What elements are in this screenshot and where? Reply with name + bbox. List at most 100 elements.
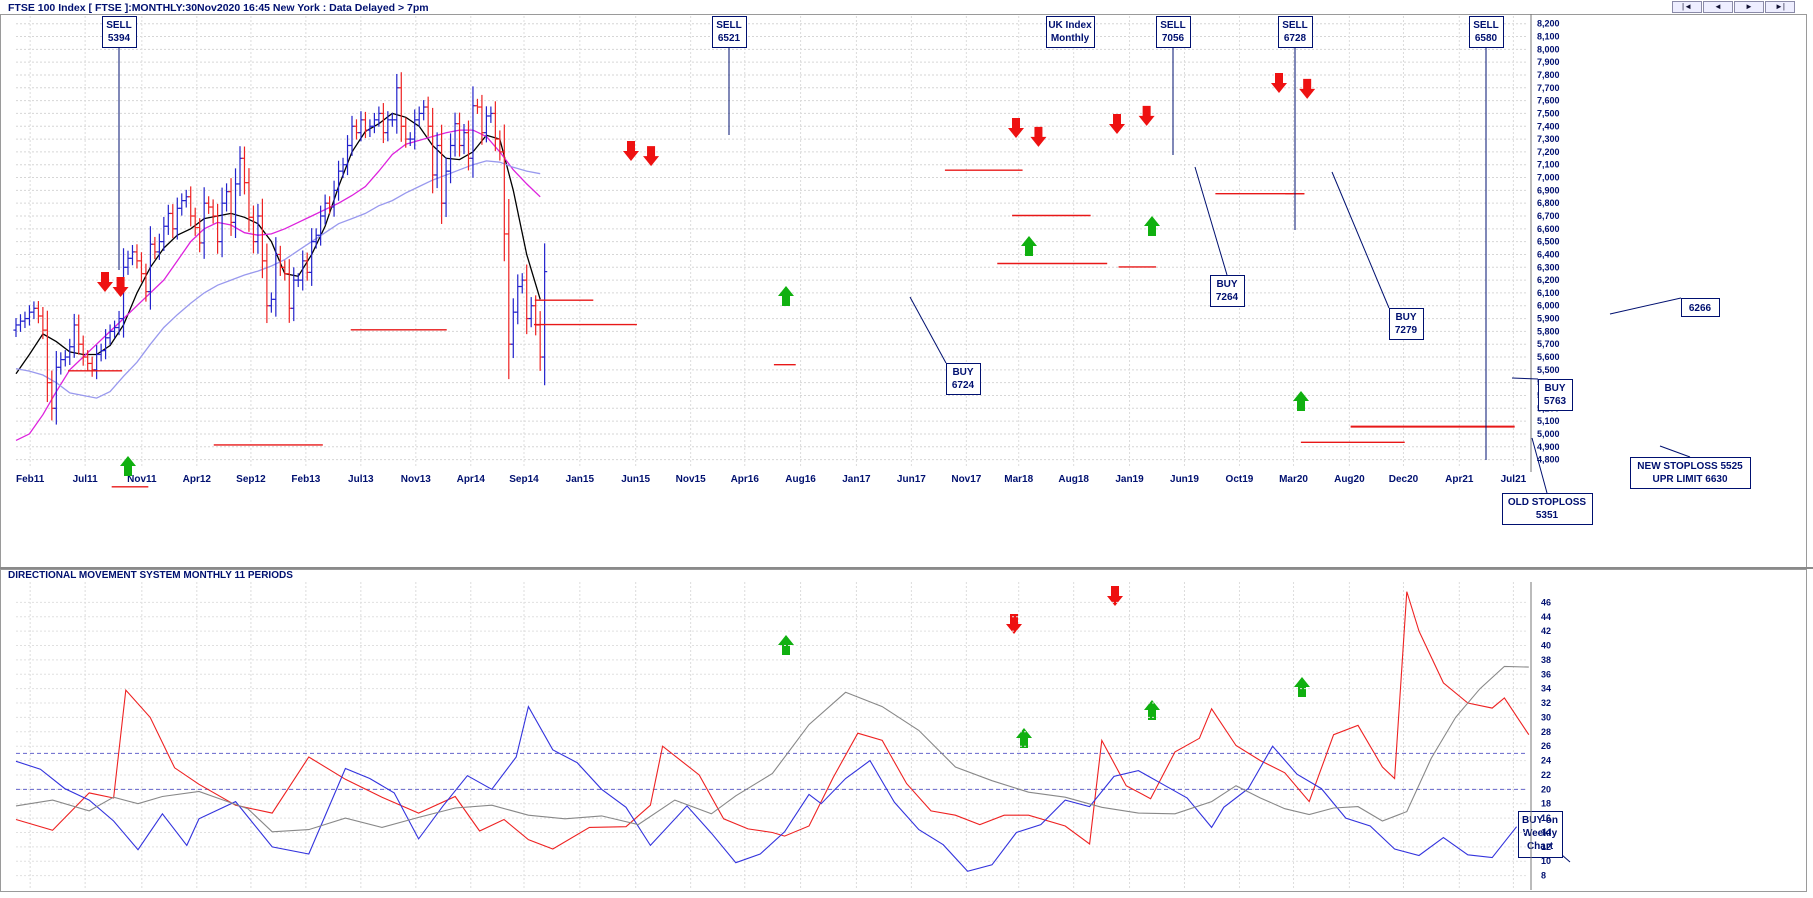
- annotation-box: [1518, 811, 1571, 863]
- nav-prev-button[interactable]: ◄: [1703, 1, 1733, 13]
- annotation-leader: [1194, 166, 1228, 276]
- dms-y-tick-label: 44: [1541, 612, 1551, 622]
- price-x-tick-label: Mar20: [1279, 474, 1308, 485]
- annotation-frame: [1046, 16, 1095, 48]
- nav-first-button[interactable]: |◄: [1672, 1, 1702, 13]
- dms-y-tick-label: 24: [1541, 756, 1551, 766]
- annotation-text: SELL: [1160, 20, 1186, 31]
- dms-y-tick-label: 8: [1541, 871, 1546, 881]
- price-y-tick-label: 5,600: [1537, 352, 1560, 362]
- annotation-box: [1194, 166, 1245, 307]
- plus-di-line: [15, 591, 1530, 850]
- buy-arrow: [778, 635, 794, 655]
- annotation-text: Monthly: [1051, 33, 1090, 44]
- annotation-text: 6266: [1689, 303, 1712, 314]
- annotation-frame: [1210, 275, 1245, 307]
- price-gridlines: [16, 23, 1528, 461]
- annotation-frame: [946, 363, 981, 395]
- price-bar: [542, 243, 548, 386]
- dms-y-tick-label: 12: [1541, 842, 1551, 852]
- annotation-frame: [1538, 379, 1573, 411]
- dms-y-tick-label: 32: [1541, 698, 1551, 708]
- sell-arrow: [97, 272, 113, 292]
- price-x-tick-label: Apr16: [731, 474, 760, 485]
- price-y-tick-label: 5,700: [1537, 339, 1560, 349]
- chart-navigation: |◄ ◄ ► ►|: [1672, 1, 1796, 13]
- annotation-text: 6724: [952, 380, 975, 391]
- price-y-tick-label: 8,000: [1537, 44, 1560, 54]
- sell-arrow: [1271, 73, 1287, 93]
- annotation-frame: [1518, 811, 1563, 858]
- ma-long-line: [15, 160, 541, 399]
- ma-short-line: [15, 112, 541, 375]
- price-y-tick-label: 5,000: [1537, 429, 1560, 439]
- annotation-text: 6521: [718, 33, 741, 44]
- sell-arrow-shape: [1030, 126, 1047, 147]
- price-y-tick-label: 6,300: [1537, 262, 1560, 272]
- annotation-text: BUY: [1544, 383, 1565, 394]
- buy-arrow: [120, 456, 136, 476]
- price-y-tick-label: 5,100: [1537, 416, 1560, 426]
- annotation-box: [102, 16, 137, 270]
- annotation-text: 6728: [1284, 33, 1307, 44]
- annotation-text: 7056: [1162, 33, 1185, 44]
- dms-y-tick-label: 28: [1541, 727, 1551, 737]
- sell-arrow: [1109, 114, 1125, 134]
- price-y-tick-label: 7,200: [1537, 147, 1560, 157]
- dms-y-tick-label: 18: [1541, 799, 1551, 809]
- price-x-tick-label: Aug18: [1058, 474, 1089, 485]
- price-x-tick-label: Jul21: [1501, 474, 1527, 485]
- price-x-tick-label: Mar18: [1004, 474, 1033, 485]
- price-x-tick-label: Jan15: [566, 474, 595, 485]
- annotation-box: [1502, 437, 1593, 525]
- dms-y-tick-label: 22: [1541, 770, 1551, 780]
- buy-arrow: [1021, 236, 1037, 256]
- annotation-text: BUY: [1216, 279, 1237, 290]
- annotation-frame: [1156, 16, 1191, 48]
- annotation-text: UPR LIMIT 6630: [1652, 474, 1727, 485]
- annotation-text: 5351: [1536, 510, 1559, 521]
- annotation-frame: [102, 16, 137, 48]
- price-y-tick-label: 4,800: [1537, 455, 1560, 465]
- annotation-text: SELL: [106, 20, 132, 31]
- annotation-text: BUY: [1395, 312, 1416, 323]
- annotation-box: [1630, 445, 1751, 489]
- adx-line: [15, 665, 1529, 833]
- annotation-text: SELL: [1282, 20, 1308, 31]
- dms-y-tick-label: 42: [1541, 626, 1551, 636]
- dms-panel-frame: [0, 569, 1807, 892]
- buy-arrow: [1016, 728, 1032, 748]
- annotation-leader: [1531, 437, 1548, 494]
- chart-title: FTSE 100 Index [ FTSE ]:MONTHLY:30Nov202…: [8, 2, 429, 14]
- annotation-leader: [909, 296, 947, 364]
- annotation-frame: [1278, 16, 1313, 48]
- price-y-tick-label: 7,500: [1537, 108, 1560, 118]
- price-x-tick-label: Oct19: [1226, 474, 1254, 485]
- annotation-box: [1156, 16, 1191, 155]
- annotation-frame: [1630, 457, 1751, 489]
- price-y-tick-label: 7,800: [1537, 70, 1560, 80]
- price-x-tick-label: Jun19: [1170, 474, 1199, 485]
- sell-arrow: [1006, 614, 1022, 634]
- price-y-tick-label: 7,900: [1537, 57, 1560, 67]
- annotation-box: [712, 16, 747, 135]
- annotation-text: 5763: [1544, 396, 1567, 407]
- annotation-text: OLD STOPLOSS: [1508, 497, 1586, 508]
- nav-last-button[interactable]: ►|: [1765, 1, 1795, 13]
- price-y-tick-label: 6,700: [1537, 211, 1560, 221]
- dms-y-tick-label: 36: [1541, 669, 1551, 679]
- dms-panel-title: DIRECTIONAL MOVEMENT SYSTEM MONTHLY 11 P…: [8, 570, 293, 581]
- price-x-tick-label: Jun15: [621, 474, 650, 485]
- annotation-leader: [1609, 297, 1682, 315]
- price-x-tick-label: Feb13: [291, 474, 320, 485]
- price-y-tick-label: 6,800: [1537, 198, 1560, 208]
- price-y-tick-label: 7,700: [1537, 83, 1560, 93]
- annotation-frame: [1681, 298, 1720, 317]
- buy-arrow: [778, 286, 794, 306]
- buy-arrow: [1293, 391, 1309, 411]
- nav-next-button[interactable]: ►: [1734, 1, 1764, 13]
- annotation-box: [1278, 16, 1313, 230]
- buy-arrow: [1294, 677, 1310, 697]
- price-y-tick-label: 7,000: [1537, 173, 1560, 183]
- sell-arrow-shape: [112, 276, 129, 297]
